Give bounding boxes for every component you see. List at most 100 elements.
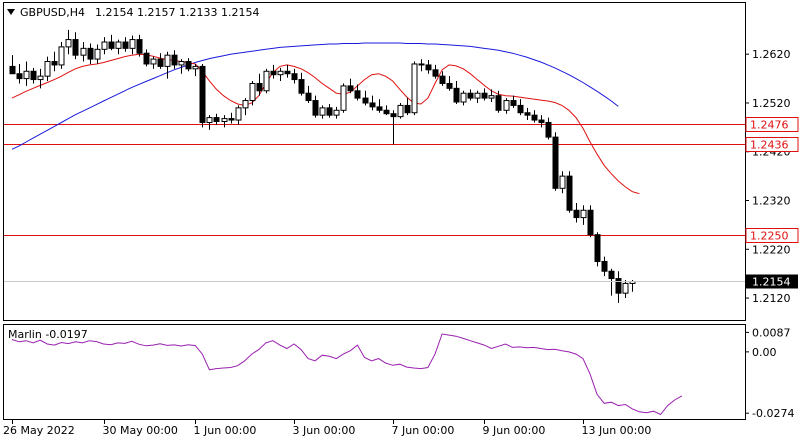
candle-body-bear	[213, 117, 220, 123]
candle-body-bull	[58, 46, 65, 66]
candle-body-bull	[277, 70, 284, 76]
candle	[319, 105, 326, 119]
price-tick-label: 1.2520	[752, 97, 791, 110]
candle-body-bear	[517, 104, 524, 114]
price-tick-label: 1.2220	[752, 243, 791, 256]
candle-body-bear	[383, 109, 390, 115]
candle-body-bear	[538, 119, 545, 123]
candle	[284, 64, 291, 78]
current-price-marker: 1.2154	[4, 274, 798, 289]
candle-body-bear	[566, 175, 573, 211]
candle-body-bear	[425, 64, 432, 71]
candle-body-bear	[439, 75, 446, 84]
candle-body-bear	[573, 209, 580, 219]
candle	[488, 89, 495, 103]
candle-body-bear	[510, 100, 517, 106]
candle-body-bear	[157, 58, 164, 67]
candle	[206, 115, 213, 130]
candle-body-bear	[531, 114, 538, 121]
candle	[157, 53, 164, 69]
candle	[354, 84, 361, 101]
candle-body-bull	[340, 85, 347, 111]
candle-body-bear	[608, 270, 615, 280]
horizontal-levels[interactable]: 1.2476 1.2436 1.2250	[4, 117, 799, 243]
candle	[545, 117, 552, 140]
candle-body-bear	[354, 90, 361, 99]
indicator-tick-label: -0.0274	[752, 407, 794, 420]
candle-body-bear	[432, 69, 439, 77]
candle	[601, 256, 608, 277]
time-tick-label: 13 Jun 00:00	[582, 424, 652, 437]
candle	[531, 110, 538, 123]
candle-body-bear	[404, 104, 411, 114]
level-label: 1.2476	[750, 119, 789, 132]
candle-body-bear	[143, 52, 150, 65]
candle-body-bear	[524, 112, 531, 116]
candle-body-bull	[150, 58, 157, 65]
candle	[474, 90, 481, 103]
candle	[23, 61, 30, 86]
candle	[263, 68, 270, 94]
ma-red-line	[11, 53, 640, 195]
candle	[594, 232, 601, 267]
ohlc-readout: 1.2154 1.2157 1.2133 1.2154	[95, 6, 259, 19]
indicator-tick-label: 0.0087	[752, 326, 791, 339]
candle	[622, 280, 629, 299]
candle	[559, 171, 566, 194]
candle-body-bull	[503, 100, 510, 111]
candle-body-bull	[460, 92, 467, 103]
time-tick-label: 26 May 2022	[3, 424, 75, 437]
candle-body-bull	[129, 39, 136, 49]
candle	[453, 81, 460, 104]
candle-body-bear	[122, 41, 129, 49]
candle-body-bear	[312, 100, 319, 116]
candle	[37, 68, 44, 89]
candle-body-bull	[242, 100, 249, 109]
candle	[249, 81, 256, 106]
time-tick-label: 7 Jun 00:00	[392, 424, 455, 437]
candle	[432, 64, 439, 79]
candle	[347, 78, 354, 94]
candle	[136, 34, 143, 57]
candle	[446, 76, 453, 91]
candle	[411, 61, 418, 116]
time-tick-label: 9 Jun 00:00	[483, 424, 546, 437]
main-pane-frame	[3, 2, 746, 321]
price-tick-label: 1.2620	[752, 48, 791, 61]
candle	[122, 37, 129, 52]
candle-body-bear	[495, 95, 502, 111]
candle	[213, 113, 220, 125]
candle-body-bear	[284, 70, 291, 75]
candle-body-bull	[397, 104, 404, 118]
candle-body-bull	[115, 41, 122, 49]
candle-body-bear	[481, 92, 488, 99]
candle	[362, 90, 369, 106]
candle	[390, 110, 397, 145]
candle	[192, 63, 199, 77]
candle	[235, 105, 242, 125]
candle	[270, 64, 277, 79]
level-label-box	[745, 117, 799, 132]
level-label: 1.2250	[750, 230, 789, 243]
candle	[517, 99, 524, 116]
marlin-indicator: 0.0087 0.00 -0.0274	[11, 326, 794, 420]
candle	[573, 202, 580, 223]
candle-body-bear	[601, 260, 608, 272]
candle	[16, 63, 23, 84]
candle	[418, 59, 425, 72]
level-label-box	[745, 228, 799, 243]
candle-body-bull	[559, 175, 566, 189]
candle-body-bull	[94, 48, 101, 60]
candle-body-bear	[347, 85, 354, 92]
candle-body-bear	[326, 107, 333, 116]
candle	[340, 83, 347, 113]
candle	[108, 34, 115, 51]
candle-body-bear	[30, 70, 37, 81]
dropdown-triangle-icon[interactable]	[7, 9, 15, 15]
candle-body-bull	[206, 117, 213, 123]
candle-body-bear	[362, 97, 369, 104]
moving-averages	[11, 42, 640, 195]
candle-body-bear	[446, 82, 453, 89]
candle-body-bull	[80, 47, 87, 56]
